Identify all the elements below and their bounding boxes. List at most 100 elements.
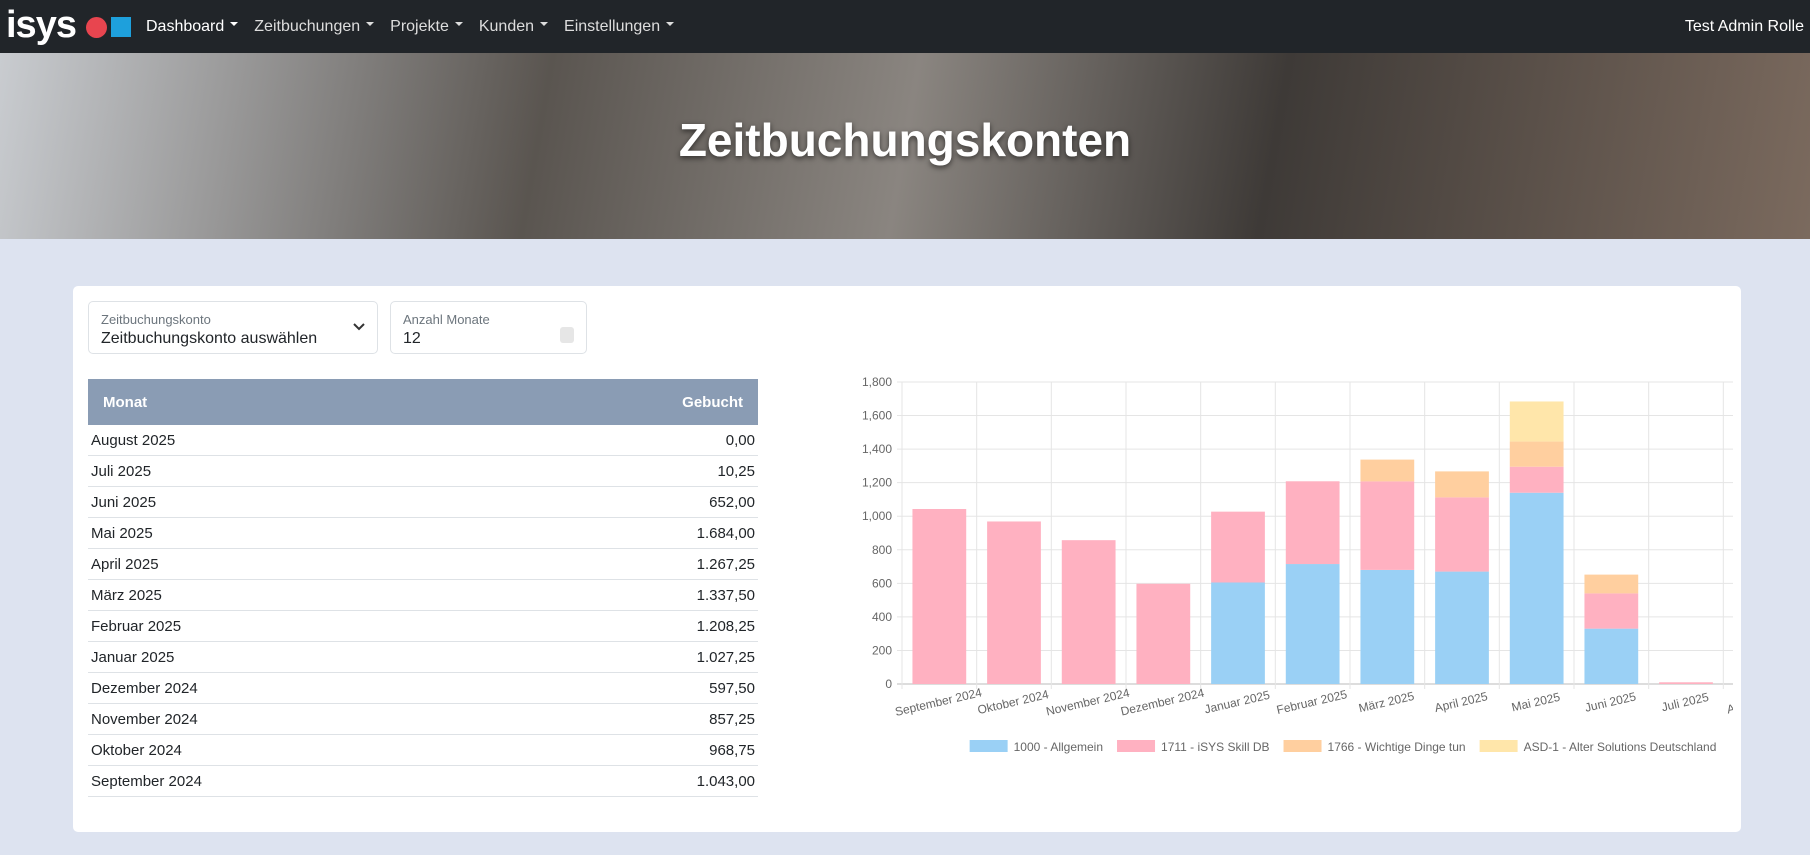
y-tick-label: 1,400 — [862, 442, 892, 456]
field-value: 12 — [403, 330, 421, 347]
table-cell: Mai 2025 — [88, 517, 466, 549]
bar-segment[interactable] — [1509, 401, 1564, 442]
x-tick-label: Mai 2025 — [1510, 690, 1562, 715]
bar-segment[interactable] — [1061, 540, 1116, 684]
y-tick-label: 400 — [872, 610, 892, 624]
navbar: isys Dashboard Zeitbuchungen Projekte Kunde… — [0, 0, 1810, 53]
bar-segment[interactable] — [987, 521, 1041, 684]
legend-label[interactable]: ASD-1 - Alter Solutions Deutschland — [1524, 740, 1717, 754]
bar-segment[interactable] — [1285, 481, 1340, 565]
bar-segment[interactable] — [1211, 582, 1265, 684]
nav-item[interactable]: Dashboard — [146, 18, 238, 36]
column-header: Monat — [88, 379, 466, 425]
bar-segment[interactable] — [1360, 569, 1415, 684]
hero-title: Zeitbuchungskonten — [678, 114, 1132, 166]
table-cell: 1.337,50 — [465, 579, 758, 611]
y-tick-label: 200 — [872, 643, 892, 657]
brand[interactable]: isys — [6, 4, 77, 46]
hero: Zeitbuchungskonten — [0, 53, 1810, 239]
legend-swatch — [1479, 740, 1518, 752]
y-tick-label: 1,800 — [862, 376, 892, 389]
select-field[interactable]: Zeitbuchungskonto Zeitbuchungskonto auswä… — [88, 301, 378, 354]
bar-segment[interactable] — [1509, 466, 1564, 493]
table-row: September 2024 1.043,00 — [88, 765, 758, 797]
legend-swatch — [969, 740, 1008, 752]
legend-label[interactable]: 1000 - Allgemein — [1014, 740, 1103, 754]
bar-segment[interactable] — [1435, 497, 1489, 572]
nav-item[interactable]: Einstellungen — [564, 18, 674, 36]
table-cell: 1.208,25 — [465, 610, 758, 642]
table-row: Mai 2025 1.684,00 — [88, 517, 758, 549]
bar-segment[interactable] — [1360, 459, 1415, 482]
user-menu[interactable]: Test Admin Rolle — [1684, 18, 1804, 35]
table-cell: 1.043,00 — [465, 765, 758, 797]
table-cell: 1.267,25 — [465, 548, 758, 580]
table-cell: Dezember 2024 — [88, 672, 466, 704]
x-tick-label: April 2025 — [1433, 689, 1489, 715]
table-cell: 0,00 — [465, 425, 758, 456]
x-tick-label: Juli 2025 — [1660, 690, 1710, 715]
table-row: Juli 2025 10,25 — [88, 455, 758, 487]
table-row: Oktober 2024 968,75 — [88, 734, 758, 766]
bar-segment[interactable] — [1435, 471, 1489, 498]
legend-swatch — [1283, 740, 1322, 752]
y-tick-label: 1,200 — [862, 476, 892, 490]
table-cell: April 2025 — [88, 548, 466, 580]
bar-segment[interactable] — [1211, 511, 1265, 583]
bar-segment[interactable] — [1659, 682, 1713, 684]
x-tick-label: Dezember 2024 — [1119, 686, 1206, 719]
y-tick-label: 800 — [872, 543, 892, 557]
nav-item[interactable]: Zeitbuchungen — [254, 18, 374, 36]
table-cell: 968,75 — [465, 734, 758, 766]
number-field[interactable]: Anzahl Monate 12 — [390, 301, 587, 354]
bar-segment[interactable] — [1584, 574, 1639, 594]
table-cell: 10,25 — [465, 455, 758, 487]
legend: 1000 - Allgemein 1711 - iSYS Skill DB 1766… — [969, 740, 1717, 754]
nav-item[interactable]: Kunden — [479, 18, 548, 36]
table-row: Dezember 2024 597,50 — [88, 672, 758, 704]
bar-segment[interactable] — [912, 509, 967, 684]
table-cell: 652,00 — [465, 486, 758, 518]
bar-segment[interactable] — [1509, 492, 1564, 684]
bar-segment[interactable] — [1509, 441, 1564, 467]
bar-segment[interactable] — [1136, 583, 1191, 684]
card: Zeitbuchungskonto Zeitbuchungskonto auswä… — [73, 286, 1741, 832]
legend-label[interactable]: 1711 - iSYS Skill DB — [1161, 740, 1270, 754]
table-cell: Juli 2025 — [88, 455, 466, 487]
legend-label[interactable]: 1766 - Wichtige Dinge tun — [1328, 740, 1466, 754]
table-cell: 857,25 — [465, 703, 758, 735]
nav-items: Dashboard Zeitbuchungen Projekte Kunden Eins… — [146, 18, 674, 36]
table-row: Juni 2025 652,00 — [88, 486, 758, 518]
table-row: April 2025 1.267,25 — [88, 548, 758, 580]
field-label: Anzahl Monate — [403, 312, 490, 327]
table-cell: November 2024 — [88, 703, 466, 735]
y-tick-label: 600 — [872, 576, 892, 590]
x-tick-label: Oktober 2024 — [976, 687, 1050, 717]
spinner[interactable] — [560, 327, 574, 343]
bar-segment[interactable] — [1584, 593, 1639, 629]
table-row: August 2025 0,00 — [88, 425, 758, 456]
table-cell: Februar 2025 — [88, 610, 466, 642]
y-tick-label: 0 — [885, 677, 892, 691]
bar-segment[interactable] — [1360, 481, 1415, 570]
x-tick-label: Juni 2025 — [1584, 689, 1638, 714]
legend-swatch — [1117, 740, 1156, 752]
y-tick-label: 1,000 — [862, 509, 892, 523]
table-cell: 1.684,00 — [465, 517, 758, 549]
field-value: Zeitbuchungskonto auswählen — [101, 330, 318, 347]
table-header: Monat Gebucht — [88, 379, 758, 425]
bar-segment[interactable] — [1285, 564, 1340, 684]
table-row: November 2024 857,25 — [88, 703, 758, 735]
nav-item[interactable]: Projekte — [390, 18, 463, 36]
x-tick-label: Januar 2025 — [1203, 688, 1271, 717]
table-cell: 597,50 — [465, 672, 758, 704]
x-tick-label: August 2025 — [1725, 688, 1733, 717]
logo-square — [111, 17, 131, 37]
bar-segment[interactable] — [1584, 628, 1639, 684]
x-tick-label: Februar 2025 — [1275, 687, 1349, 717]
table-row: März 2025 1.337,50 — [88, 579, 758, 611]
table-cell: Oktober 2024 — [88, 734, 466, 766]
field-label: Zeitbuchungskonto — [101, 312, 211, 327]
table-row: Januar 2025 1.027,25 — [88, 641, 758, 673]
bar-segment[interactable] — [1435, 571, 1489, 684]
